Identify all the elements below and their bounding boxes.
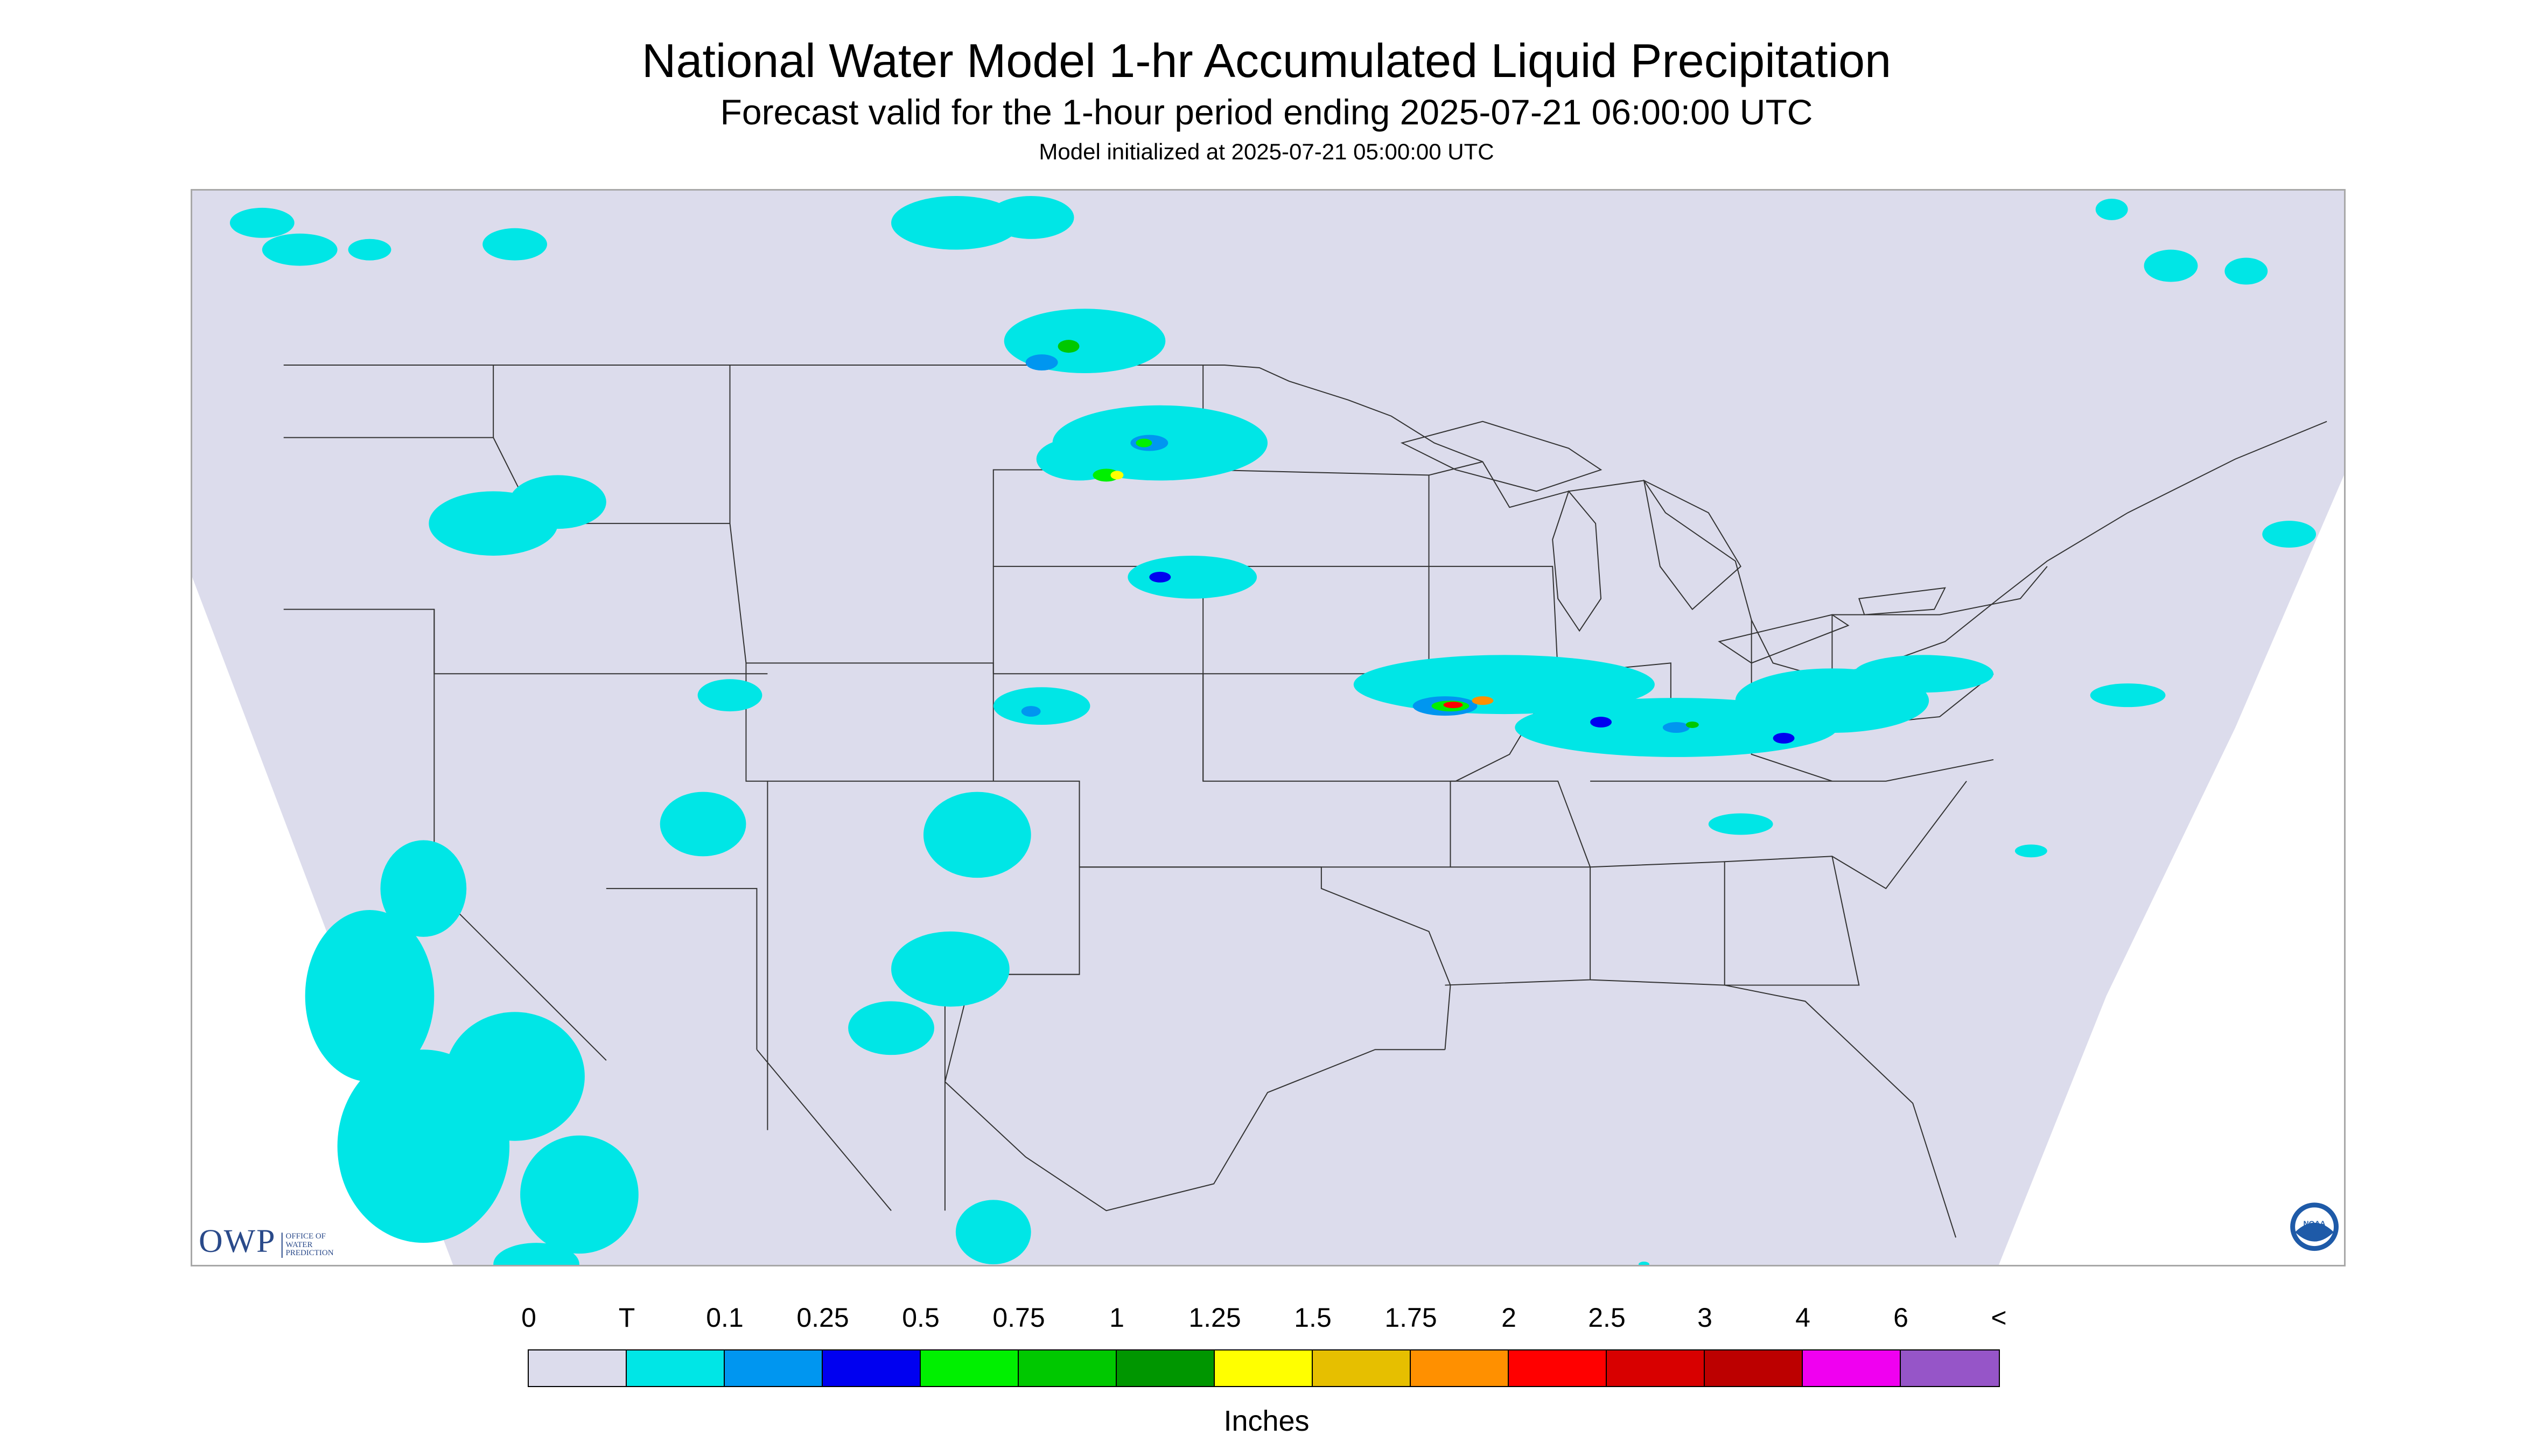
noaa-logo-text: NOAA	[2304, 1219, 2326, 1228]
owp-logo: OWP OFFICE OF WATER PREDICTION	[199, 1224, 345, 1258]
legend-label: 4	[1795, 1303, 1810, 1333]
legend-swatch	[823, 1350, 921, 1386]
heavy-precipitation-cores	[1021, 340, 1795, 744]
legend-label: 6	[1893, 1303, 1908, 1333]
legend-swatch	[921, 1350, 1019, 1386]
legend-swatch	[529, 1350, 627, 1386]
legend-swatch	[1607, 1350, 1705, 1386]
legend-swatch	[1803, 1350, 1901, 1386]
legend-label: 0.75	[992, 1303, 1045, 1333]
model-init-time: Model initialized at 2025-07-21 05:00:00…	[1039, 139, 1494, 164]
legend-swatch	[1313, 1350, 1411, 1386]
legend-label: 0.1	[706, 1303, 744, 1333]
legend-swatch	[1411, 1350, 1509, 1386]
canada-us-border	[283, 365, 2327, 675]
legend-label: 0.5	[902, 1303, 940, 1333]
legend-label: 0.25	[796, 1303, 849, 1333]
legend-units: Inches	[1223, 1405, 1310, 1437]
outside-domain-right	[1998, 475, 2344, 1265]
owp-logo-text: OFFICE OF WATER PREDICTION	[281, 1232, 345, 1258]
legend-label: 2.5	[1588, 1303, 1626, 1333]
legend-colorbar	[528, 1349, 2000, 1387]
legend-label: T	[618, 1303, 635, 1333]
legend-swatch	[725, 1350, 823, 1386]
lake-michigan	[1552, 490, 1602, 632]
legend-label: 1	[1109, 1303, 1124, 1333]
legend-swatch	[1509, 1350, 1607, 1386]
legend-swatch	[1901, 1350, 1999, 1386]
lake-huron	[1643, 479, 1741, 611]
legend-label: 3	[1697, 1303, 1712, 1333]
legend-label: 0	[521, 1303, 536, 1333]
map-subtitle: Forecast valid for the 1-hour period end…	[720, 92, 1813, 132]
legend-swatch	[1215, 1350, 1313, 1386]
legend-label: 1.75	[1384, 1303, 1437, 1333]
owp-logo-group: OWP OFFICE OF WATER PREDICTION	[199, 1224, 345, 1258]
legend-labels: 0 T 0.1 0.25 0.5 0.75 1 1.25 1.5 1.75 2 2.5 3 4 6 <	[0, 1302, 2533, 1340]
legend-label: 2	[1501, 1303, 1516, 1333]
legend-label: 1.5	[1294, 1303, 1332, 1333]
legend-swatch	[627, 1350, 725, 1386]
lake-superior	[1400, 421, 1603, 492]
legend-swatch	[1117, 1350, 1215, 1386]
map-canvas: OWP OFFICE OF WATER PREDICTION NOAA	[192, 195, 2344, 1265]
trace-precipitation	[229, 195, 2317, 1265]
legend-label: 1.25	[1188, 1303, 1241, 1333]
legend-swatch	[1019, 1350, 1117, 1386]
owp-logo-mark: OWP	[198, 1223, 276, 1260]
precipitation-map: OWP OFFICE OF WATER PREDICTION NOAA	[191, 189, 2346, 1266]
legend-label: <	[1991, 1303, 2007, 1333]
lake-ontario	[1858, 587, 1946, 615]
lake-erie	[1718, 614, 1850, 664]
legend-swatch	[1705, 1350, 1803, 1386]
map-title: National Water Model 1-hr Accumulated Li…	[641, 34, 1892, 87]
noaa-logo: NOAA	[2290, 1202, 2339, 1251]
